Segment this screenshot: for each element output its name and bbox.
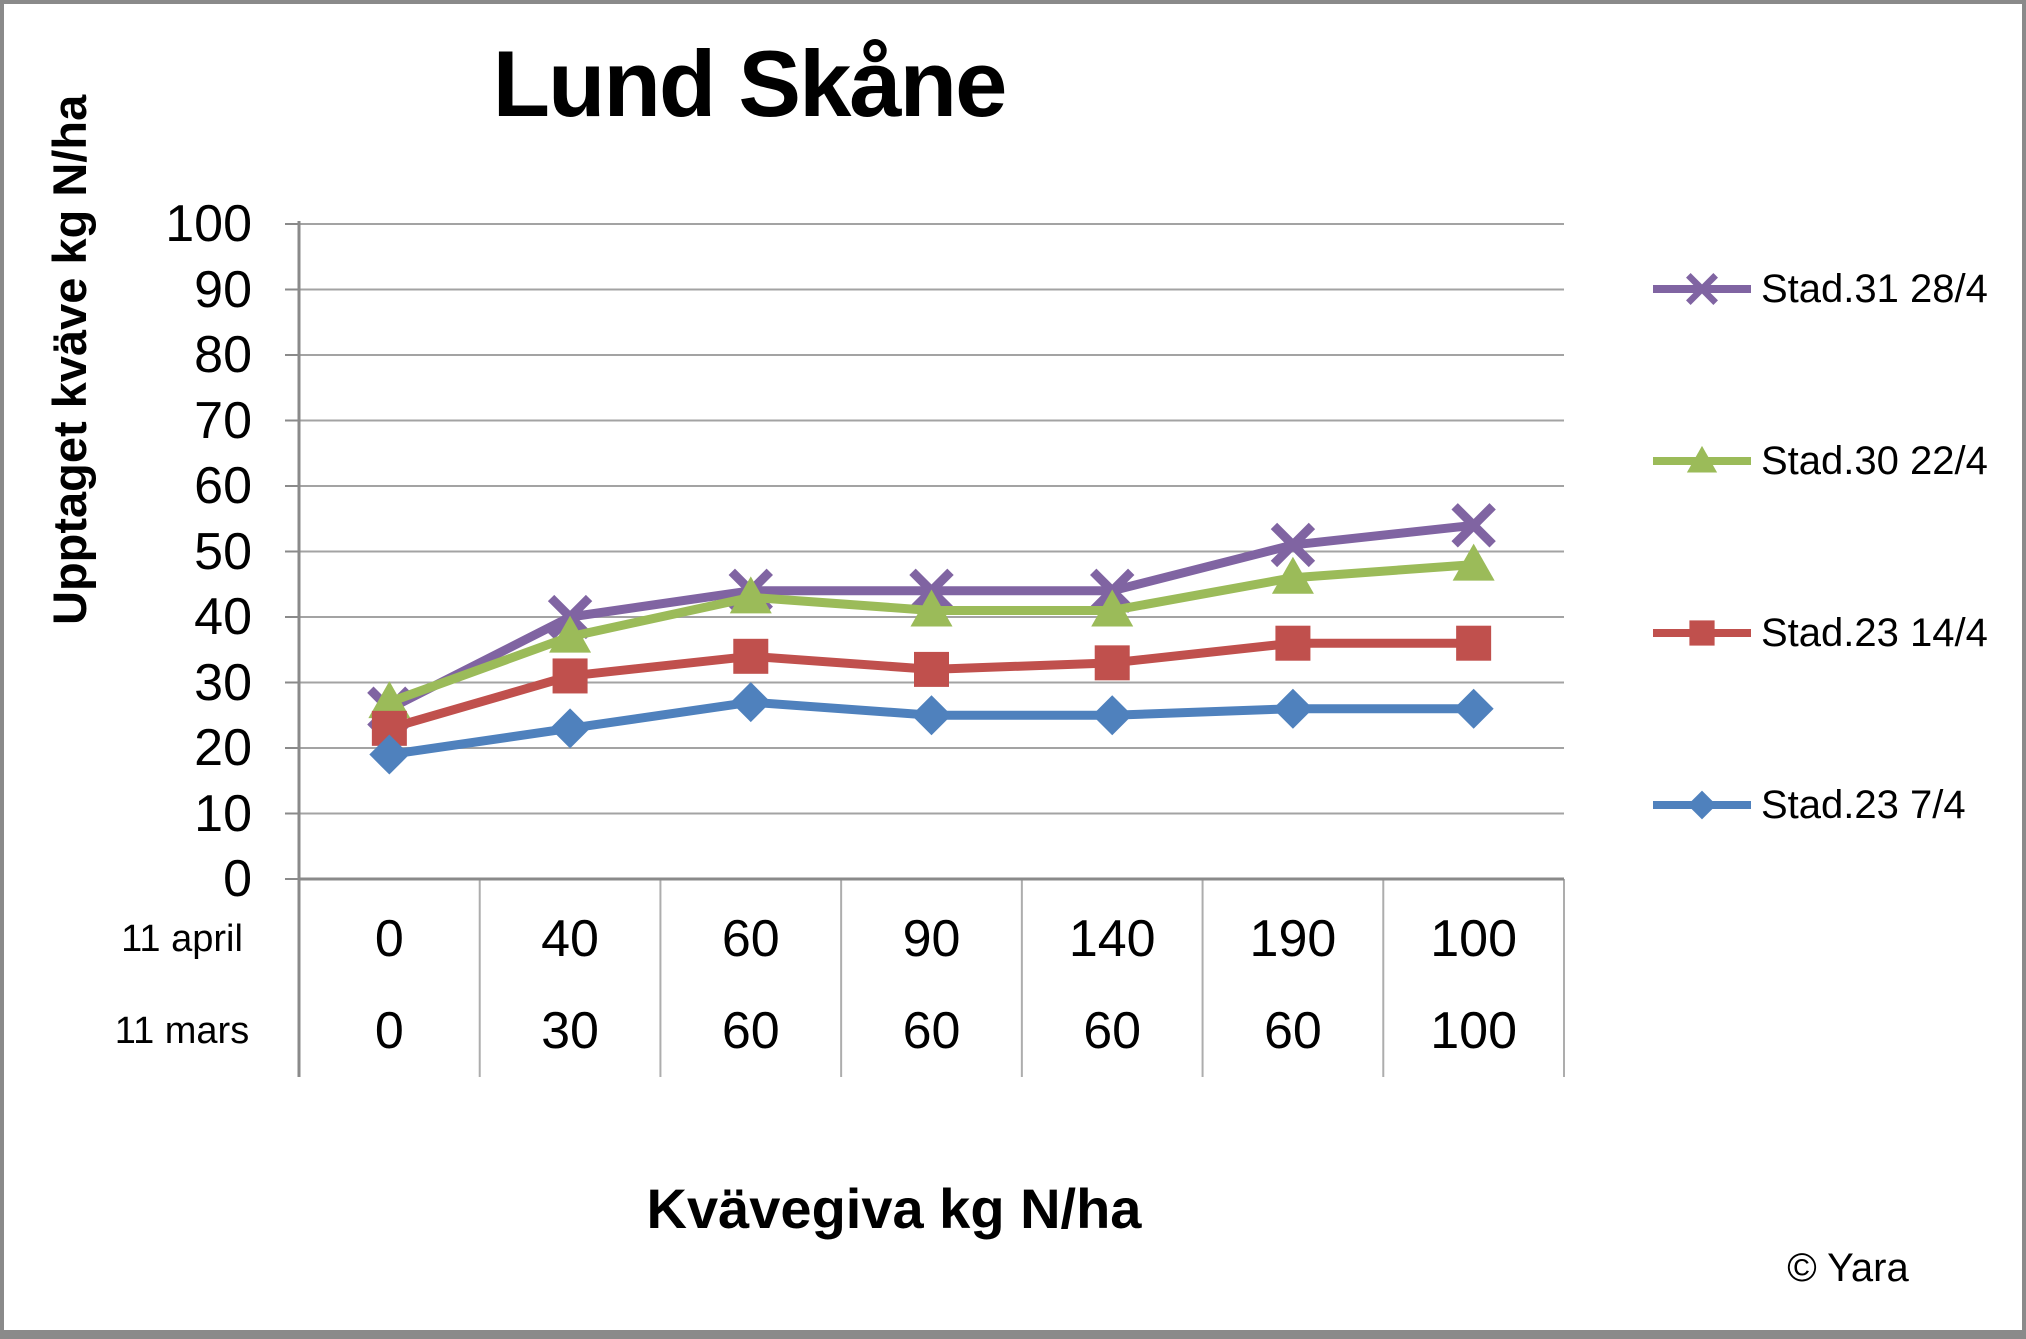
chart-title: Lund Skåne: [492, 31, 1008, 136]
legend-label: Stad.30 22/4: [1761, 438, 1988, 483]
x-axis-table-cell: 100: [1430, 1002, 1518, 1060]
x-axis-table-cell: 60: [902, 1002, 961, 1060]
x-axis-table-cell: 90: [902, 910, 961, 968]
x-axis-table-cell: 100: [1430, 910, 1518, 968]
y-axis-tick-label: 80: [194, 326, 252, 384]
x-axis-table-cell: 60: [721, 1002, 780, 1060]
y-axis-tick-label: 30: [194, 653, 252, 712]
legend-label: Stad.31 28/4: [1761, 266, 1988, 311]
y-axis-tick-label: 70: [194, 391, 252, 450]
x-axis-table-cell: 140: [1068, 910, 1156, 968]
y-axis-tick-label: 90: [194, 260, 252, 319]
line-diamond-marker-icon: [1653, 790, 1751, 820]
plot-area: [285, 221, 1565, 1077]
line-square-marker-icon: [1653, 620, 1751, 646]
copyright-label: © Yara: [1787, 1246, 1909, 1290]
y-axis-title: Upptaget kväve kg N/ha: [43, 94, 96, 625]
x-axis-table-cell: 190: [1249, 910, 1337, 968]
y-axis-tick-label: 40: [194, 588, 252, 646]
legend-label: Stad.23 14/4: [1761, 610, 1988, 655]
y-axis-tick-label: 100: [165, 195, 252, 253]
x-axis-table-cell: 60: [1263, 1002, 1322, 1060]
x-axis-row-label-mars: 11 mars: [114, 1010, 250, 1052]
y-axis-tick-label: 50: [194, 522, 252, 581]
legend-item-stad30: Stad.30 22/4: [1649, 437, 1988, 485]
legend-label: Stad.23 7/4: [1761, 782, 1966, 827]
y-axis-tick-label: 10: [194, 784, 252, 843]
line-x-marker-icon: [1653, 273, 1751, 305]
y-axis-tick-label: 0: [223, 850, 252, 908]
y-axis-tick-label: 20: [194, 719, 252, 777]
x-axis-table-cell: 60: [1083, 1002, 1142, 1060]
x-axis-table-cell: 30: [541, 1002, 599, 1060]
x-axis-table-cell: 0: [374, 910, 404, 968]
x-axis-title: Kvävegiva kg N/ha: [646, 1177, 1142, 1240]
x-axis-table-cell: 0: [374, 1002, 404, 1060]
legend-item-stad23-14: Stad.23 14/4: [1649, 609, 1988, 657]
legend-item-stad23-7: Stad.23 7/4: [1649, 781, 1966, 829]
x-axis-row-label-april: 11 april: [121, 918, 243, 960]
x-axis-table-cell: 60: [721, 910, 780, 968]
legend-item-stad31: Stad.31 28/4: [1649, 265, 1988, 313]
x-axis-table-cell: 40: [541, 910, 599, 968]
y-axis-tick-label: 60: [194, 457, 252, 515]
line-triangle-marker-icon: [1653, 445, 1751, 473]
